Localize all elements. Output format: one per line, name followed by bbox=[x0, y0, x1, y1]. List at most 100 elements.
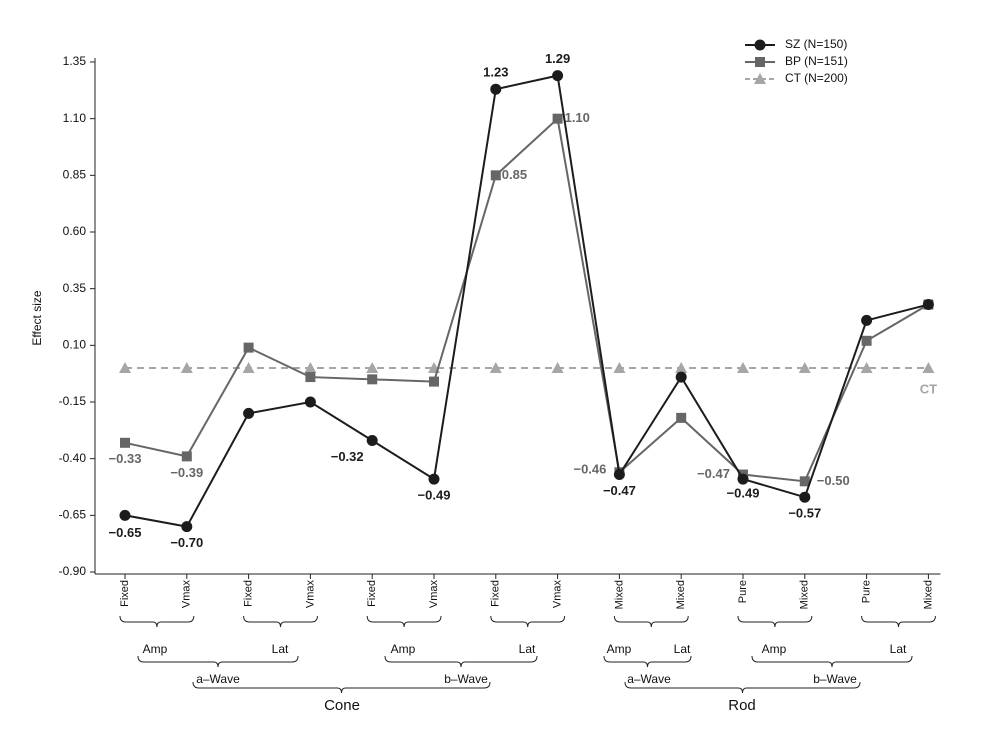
y-tick-label: -0.15 bbox=[59, 394, 87, 408]
data-label: −0.47 bbox=[697, 466, 730, 481]
data-point bbox=[366, 435, 378, 447]
data-label: −0.46 bbox=[573, 462, 606, 477]
x-tick-label: Mixed bbox=[613, 580, 625, 609]
x-tick-label: Vmax bbox=[552, 580, 564, 609]
data-point bbox=[799, 476, 810, 487]
data-point bbox=[675, 371, 687, 383]
data-label: 0.85 bbox=[502, 167, 527, 182]
y-tick-label: 0.60 bbox=[63, 224, 87, 238]
data-point bbox=[304, 396, 316, 408]
x-tick-label: Fixed bbox=[119, 580, 131, 607]
group-label: b–Wave bbox=[813, 672, 857, 686]
group-brace bbox=[137, 655, 299, 668]
y-tick-label: -0.65 bbox=[59, 508, 87, 522]
group-label: Amp bbox=[607, 642, 632, 656]
group-label: Amp bbox=[391, 642, 416, 656]
data-label: 1.10 bbox=[565, 110, 590, 125]
group-brace bbox=[861, 615, 936, 628]
group-label-major: Rod bbox=[728, 697, 756, 714]
data-point bbox=[860, 362, 873, 373]
data-point bbox=[799, 491, 811, 503]
group-label: Lat bbox=[272, 642, 289, 656]
group-label: Amp bbox=[762, 642, 787, 656]
y-tick-label: 0.10 bbox=[63, 338, 87, 352]
legend-marker bbox=[755, 57, 765, 67]
legend-label: SZ (N=150) bbox=[785, 37, 847, 51]
group-brace bbox=[737, 615, 813, 628]
data-point bbox=[180, 362, 193, 373]
legend-label: CT (N=200) bbox=[785, 71, 848, 85]
group-brace bbox=[624, 681, 861, 694]
y-tick-label: 1.10 bbox=[63, 111, 87, 125]
data-label: 1.29 bbox=[545, 51, 570, 66]
data-point bbox=[120, 437, 130, 448]
data-point bbox=[181, 521, 193, 533]
data-point bbox=[737, 362, 749, 373]
group-label: Lat bbox=[674, 642, 691, 656]
group-label: Amp bbox=[143, 642, 168, 656]
data-point bbox=[304, 362, 317, 373]
data-point bbox=[676, 412, 687, 423]
x-tick-label: Vmax bbox=[304, 580, 316, 609]
data-point bbox=[181, 451, 192, 462]
group-label: b–Wave bbox=[444, 672, 488, 686]
group-brace bbox=[384, 655, 538, 668]
data-point bbox=[367, 374, 378, 385]
data-label: −0.33 bbox=[109, 451, 142, 466]
group-label: a–Wave bbox=[627, 672, 671, 686]
x-tick-label: Fixed bbox=[243, 580, 255, 607]
y-tick-label: 1.35 bbox=[63, 54, 87, 68]
line-label: CT bbox=[920, 381, 937, 396]
data-point bbox=[922, 299, 934, 311]
data-point bbox=[737, 473, 749, 485]
data-point bbox=[798, 362, 811, 373]
x-tick-label: Vmax bbox=[428, 580, 440, 609]
x-tick-label: Fixed bbox=[366, 580, 378, 607]
x-tick-label: Vmax bbox=[181, 580, 193, 609]
data-point bbox=[489, 362, 502, 373]
group-label-major: Cone bbox=[324, 697, 360, 714]
y-tick-label: -0.40 bbox=[59, 451, 87, 465]
data-point bbox=[119, 509, 131, 521]
group-label: a–Wave bbox=[196, 672, 240, 686]
data-point bbox=[861, 314, 873, 326]
data-label: −0.70 bbox=[170, 535, 203, 550]
data-point bbox=[119, 362, 131, 373]
legend-marker bbox=[754, 73, 766, 84]
series-line bbox=[124, 116, 929, 483]
x-tick-label: Mixed bbox=[922, 580, 934, 609]
data-label: −0.65 bbox=[109, 525, 142, 540]
group-brace bbox=[119, 615, 195, 628]
group-brace bbox=[192, 681, 491, 694]
group-label: Lat bbox=[519, 642, 536, 656]
data-label: −0.32 bbox=[331, 449, 364, 464]
group-brace bbox=[751, 655, 913, 668]
data-point bbox=[305, 372, 316, 383]
data-point bbox=[552, 113, 563, 124]
y-tick-label: 0.85 bbox=[63, 168, 87, 182]
group-brace bbox=[613, 615, 689, 628]
data-label: −0.57 bbox=[788, 506, 821, 521]
data-label: −0.47 bbox=[603, 483, 636, 498]
data-point bbox=[613, 469, 625, 481]
x-tick-label: Mixed bbox=[675, 580, 687, 609]
y-tick-label: 0.35 bbox=[63, 281, 87, 295]
data-point bbox=[552, 70, 564, 82]
x-tick-label: Fixed bbox=[490, 580, 502, 607]
data-point bbox=[675, 362, 688, 373]
y-tick-label: -0.90 bbox=[59, 564, 87, 578]
x-tick-label: Pure bbox=[737, 580, 749, 603]
data-point bbox=[429, 376, 439, 387]
data-point bbox=[366, 362, 379, 373]
data-point bbox=[428, 473, 440, 485]
data-label: −0.50 bbox=[817, 473, 850, 488]
group-brace bbox=[490, 615, 566, 628]
data-point bbox=[861, 335, 872, 346]
data-label: −0.39 bbox=[170, 465, 203, 480]
group-label: Lat bbox=[890, 642, 907, 656]
data-point bbox=[490, 83, 502, 95]
data-point bbox=[490, 170, 501, 181]
legend-marker bbox=[754, 39, 766, 51]
data-point bbox=[243, 342, 254, 353]
